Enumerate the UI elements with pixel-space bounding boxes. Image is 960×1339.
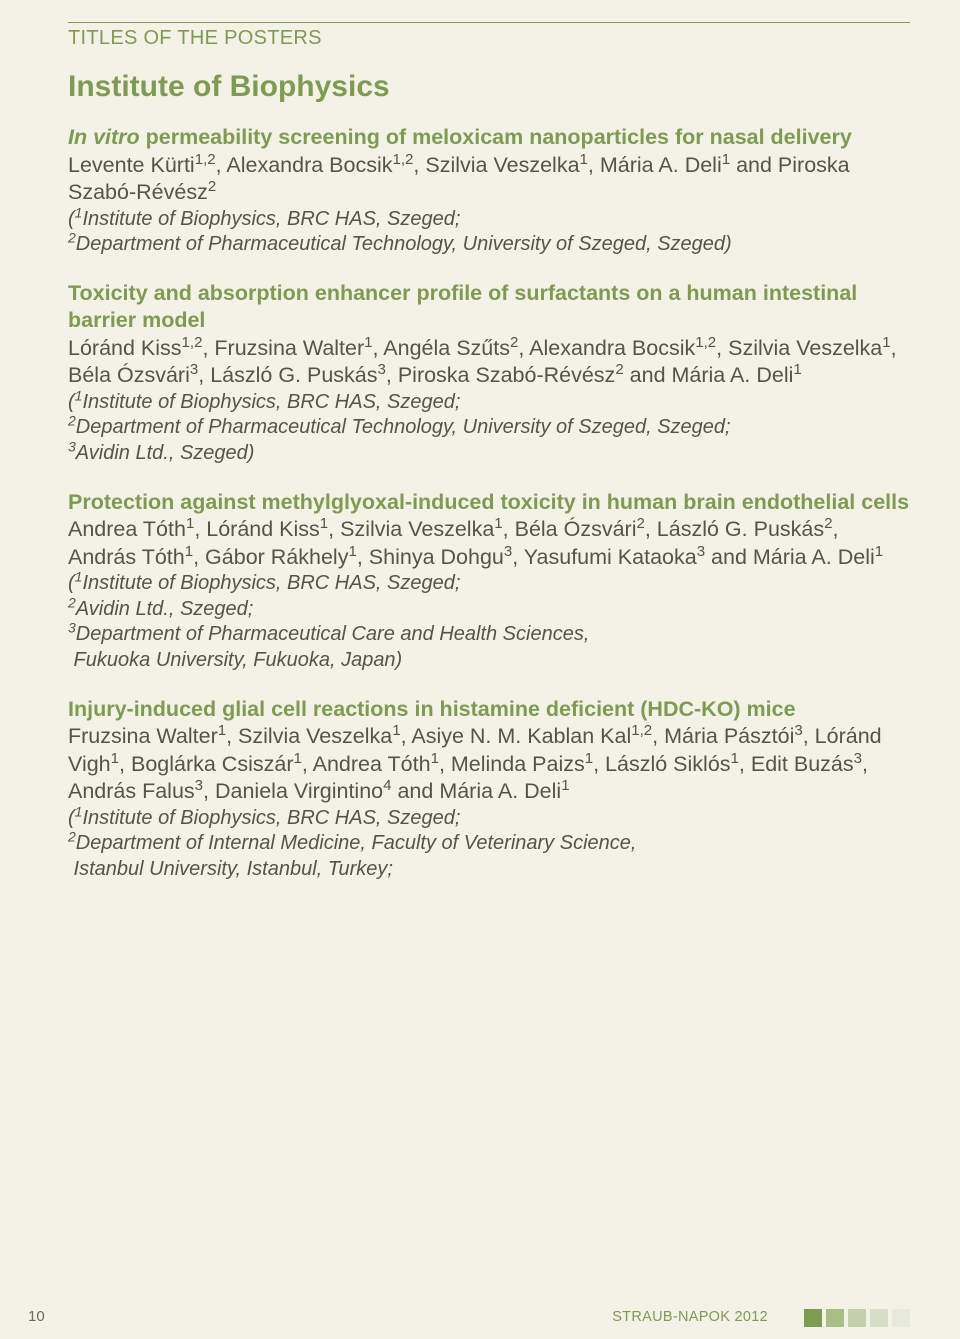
institute-heading: Institute of Biophysics — [68, 70, 910, 104]
poster-authors: Andrea Tóth1, Lóránd Kiss1, Szilvia Vesz… — [68, 516, 910, 571]
square-icon — [870, 1309, 888, 1327]
page: TITLES OF THE POSTERS Institute of Bioph… — [0, 0, 960, 882]
poster-affiliations: (1Institute of Biophysics, BRC HAS, Szeg… — [68, 806, 910, 883]
footer: 10 STRAUB-NAPOK 2012 — [0, 1303, 960, 1325]
poster-entry: In vitro permeability screening of melox… — [68, 124, 910, 258]
square-icon — [848, 1309, 866, 1327]
poster-title: Protection against methylglyoxal-induced… — [68, 489, 910, 517]
poster-title: Toxicity and absorption enhancer profile… — [68, 280, 910, 335]
square-icon — [826, 1309, 844, 1327]
poster-affiliations: (1Institute of Biophysics, BRC HAS, Szeg… — [68, 571, 910, 673]
poster-entry: Protection against methylglyoxal-induced… — [68, 489, 910, 674]
square-icon — [804, 1309, 822, 1327]
poster-authors: Levente Kürti1,2, Alexandra Bocsik1,2, S… — [68, 152, 910, 207]
footer-squares — [804, 1309, 910, 1327]
poster-entry: Toxicity and absorption enhancer profile… — [68, 280, 910, 467]
poster-affiliations: (1Institute of Biophysics, BRC HAS, Szeg… — [68, 207, 910, 258]
poster-entry: Injury-induced glial cell reactions in h… — [68, 696, 910, 883]
poster-affiliations: (1Institute of Biophysics, BRC HAS, Szeg… — [68, 390, 910, 467]
section-header: TITLES OF THE POSTERS — [68, 22, 910, 50]
entries-container: In vitro permeability screening of melox… — [68, 124, 910, 882]
square-icon — [892, 1309, 910, 1327]
footer-label: STRAUB-NAPOK 2012 — [612, 1309, 768, 1325]
poster-title: Injury-induced glial cell reactions in h… — [68, 696, 910, 724]
poster-authors: Fruzsina Walter1, Szilvia Veszelka1, Asi… — [68, 723, 910, 806]
poster-title: In vitro permeability screening of melox… — [68, 124, 910, 152]
page-number: 10 — [28, 1308, 45, 1325]
poster-authors: Lóránd Kiss1,2, Fruzsina Walter1, Angéla… — [68, 335, 910, 390]
